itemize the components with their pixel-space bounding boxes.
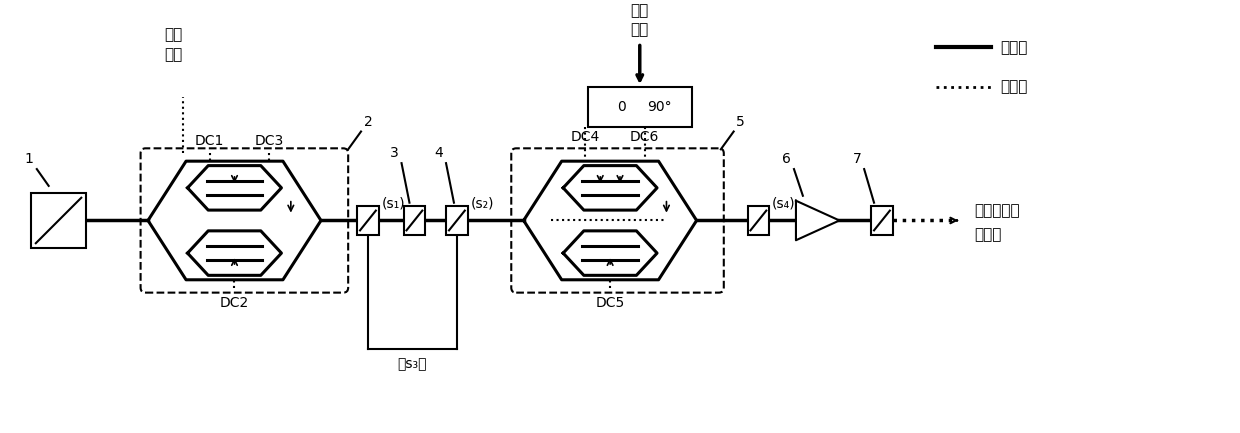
Bar (31, 193, 87, 248)
Text: (s₄): (s₄) (773, 197, 796, 210)
Bar (446, 206, 467, 235)
Text: 5: 5 (737, 115, 745, 129)
Text: 7: 7 (853, 152, 862, 166)
Text: 1: 1 (25, 152, 33, 166)
Bar (748, 206, 769, 235)
Text: DC3: DC3 (254, 134, 284, 149)
Text: DC4: DC4 (570, 129, 600, 143)
Bar (357, 206, 378, 235)
Text: (s₂): (s₂) (471, 197, 495, 210)
Text: 四倍频上转: 四倍频上转 (973, 203, 1019, 218)
Text: DC1: DC1 (195, 134, 224, 149)
Text: DC5: DC5 (595, 296, 625, 310)
Text: 电信号: 电信号 (1001, 80, 1028, 94)
Text: 光信号: 光信号 (1001, 40, 1028, 55)
Text: 信号: 信号 (631, 23, 649, 38)
Text: 6: 6 (781, 152, 791, 166)
Text: 90°: 90° (647, 100, 672, 114)
Text: DC6: DC6 (630, 129, 660, 143)
Text: 3: 3 (391, 146, 399, 160)
Bar (403, 206, 425, 235)
Text: （s₃）: （s₃） (398, 357, 427, 371)
Text: 2: 2 (363, 115, 372, 129)
Text: 4: 4 (435, 146, 444, 160)
Polygon shape (796, 201, 839, 240)
Text: 本振: 本振 (164, 28, 182, 42)
Text: DC2: DC2 (219, 296, 249, 310)
Text: 信号: 信号 (164, 47, 182, 62)
Bar (588, 87, 692, 126)
Bar (870, 206, 893, 235)
Text: 换信号: 换信号 (973, 227, 1001, 242)
Text: 0: 0 (618, 100, 626, 114)
Text: 射频: 射频 (631, 3, 649, 18)
Text: (s₁): (s₁) (382, 197, 405, 210)
